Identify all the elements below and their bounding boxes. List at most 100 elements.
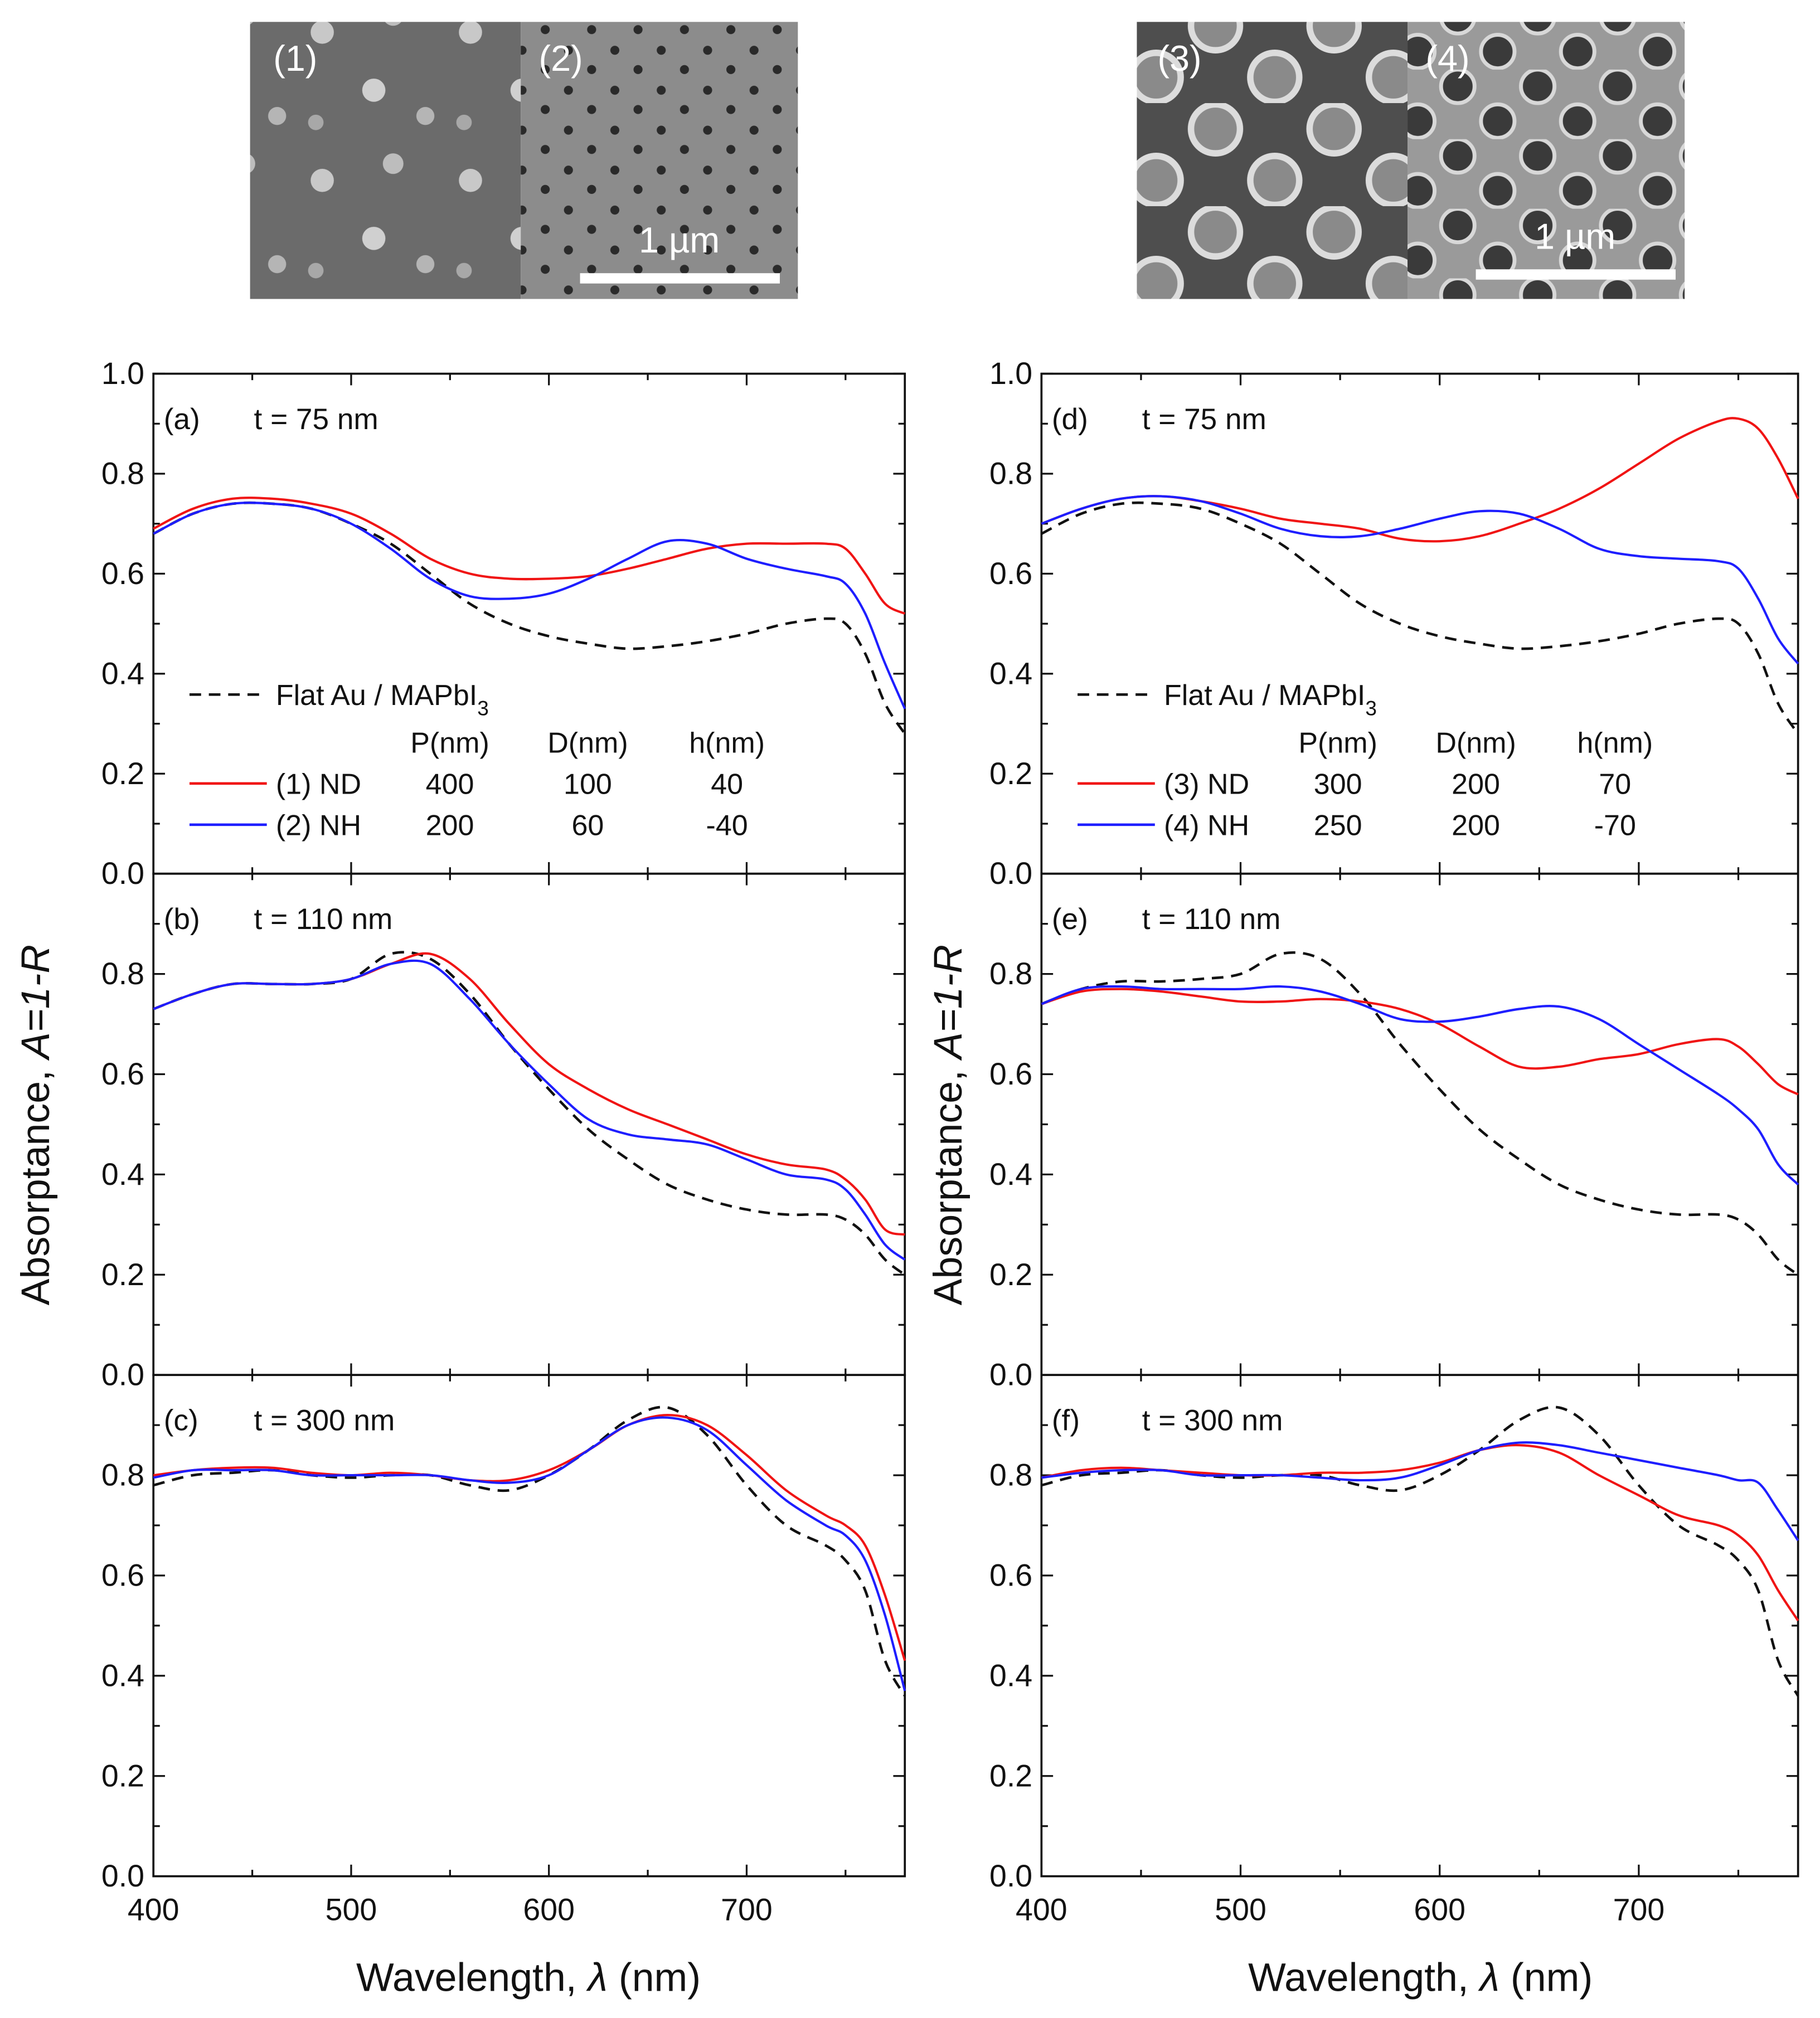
scale-bar — [1476, 269, 1676, 280]
panel-letter: (f) — [1052, 1404, 1080, 1437]
y-tick-label: 0.2 — [989, 756, 1032, 791]
y-label-italic: A=1-R — [13, 945, 58, 1061]
series-line-dashed — [153, 1406, 906, 1697]
legend-header: D(nm) — [1435, 727, 1516, 759]
legend-value-h: -70 — [1594, 809, 1636, 842]
y-tick-label: 0.8 — [989, 956, 1032, 991]
legend-value-P: 300 — [1314, 768, 1362, 800]
x-tick-label: 700 — [721, 1892, 773, 1927]
thickness-label: t = 110 nm — [254, 903, 393, 936]
series-line-blue — [153, 502, 906, 709]
y-tick-label: 0.4 — [101, 1157, 144, 1192]
panel-letter: (b) — [164, 903, 200, 936]
legend-left: Flat Au / MAPbI3 P(nm) D(nm) h(nm) (1) ND 400… — [189, 679, 765, 842]
y-label-text: Absorptance, — [926, 1059, 970, 1305]
scale-bar-label: 1 µm — [1535, 216, 1615, 256]
sem-image-2 — [521, 22, 798, 299]
sem-image-3 — [1137, 22, 1408, 299]
x-label-text: Wavelength, — [356, 1955, 588, 2000]
x-label-italic: λ — [586, 1955, 608, 2000]
sem-label-2: (2) — [539, 38, 583, 79]
y-axis-label-left: Absorptance, A=1-R — [13, 945, 58, 1305]
x-label-unit: (nm) — [608, 1955, 701, 2000]
panel-letter: (c) — [164, 1404, 198, 1437]
legend-label-flat: Flat Au / MAPbI3 — [276, 679, 489, 719]
y-tick-label: 0.4 — [989, 656, 1032, 691]
thickness-label: t = 75 nm — [1142, 403, 1266, 436]
y-tick-label: 0.6 — [101, 1057, 144, 1091]
legend-header: h(nm) — [689, 727, 765, 759]
legend-value-h: 70 — [1599, 768, 1631, 800]
y-tick-label: 0.8 — [989, 1458, 1032, 1492]
y-tick-label: 0.4 — [101, 1658, 144, 1693]
series-line-red — [1041, 988, 1799, 1096]
y-tick-label: 0.8 — [989, 456, 1032, 490]
sem-label-1: (1) — [273, 38, 317, 79]
y-tick-label: 0.2 — [101, 756, 144, 791]
series-line-red — [153, 952, 905, 1236]
y-tick-label: 0.4 — [101, 656, 144, 691]
x-tick-label: 500 — [326, 1892, 377, 1927]
legend-value-P: 400 — [426, 768, 474, 800]
legend-text: Flat Au / MAPbI — [1164, 679, 1365, 712]
legend-row-name: (1) ND — [276, 768, 361, 800]
y-tick-label: 0.4 — [989, 1157, 1032, 1192]
y-tick-label: 0.6 — [101, 1558, 144, 1592]
sem-image-right: (3) (4) 1 µm — [1137, 22, 1685, 299]
panel-letter: (e) — [1052, 903, 1088, 936]
y-tick-label: 0.6 — [989, 556, 1032, 591]
thickness-label: t = 300 nm — [254, 1404, 395, 1437]
y-tick-label: 0.0 — [989, 856, 1032, 891]
y-tick-label: 0.2 — [101, 1758, 144, 1793]
x-tick-label: 700 — [1613, 1892, 1665, 1927]
y-tick-label: 0.8 — [101, 956, 144, 991]
x-label-unit: (nm) — [1499, 1955, 1593, 2000]
y-tick-label: 0.2 — [101, 1257, 144, 1292]
series-line-blue — [1041, 1441, 1799, 1542]
legend-right: Flat Au / MAPbI3 P(nm) D(nm) h(nm) (3) ND 300… — [1078, 679, 1653, 842]
legend-row-name: (2) NH — [276, 809, 361, 842]
legend-value-h: 40 — [711, 768, 743, 800]
y-tick-label: 0.6 — [989, 1057, 1032, 1091]
y-tick-label: 0.8 — [101, 456, 144, 490]
plot-frame — [152, 1374, 906, 1878]
panel-f: 0.0 0.2 0.4 0.6 0.8 400 500 600 700 (f) t = 300 nm — [989, 1374, 1799, 1927]
y-axis-label-right: Absorptance, A=1-R — [926, 945, 970, 1305]
panel-c: 0.0 0.2 0.4 0.6 0.8 400 500 600 700 (c) t = 300 nm — [101, 1374, 906, 1927]
plot-frame — [152, 872, 906, 1377]
y-tick-label: 0.0 — [101, 1358, 144, 1392]
sem-image-4 — [1408, 22, 1685, 299]
series-line-blue — [153, 1416, 906, 1691]
y-tick-label: 0.2 — [989, 1257, 1032, 1292]
sem-image-left: (1) (2) 1 µm — [250, 22, 798, 299]
y-tick-label: 1.0 — [989, 356, 1032, 391]
y-label-italic: A=1-R — [926, 945, 970, 1061]
panel-a: 0.0 0.2 0.4 0.6 0.8 1.0 (a) t = 75 nm — [101, 356, 906, 891]
legend-value-h: -40 — [706, 809, 748, 842]
y-tick-label: 0.2 — [989, 1758, 1032, 1793]
y-tick-label: 0.0 — [101, 1859, 144, 1893]
legend-row-name: (4) NH — [1164, 809, 1249, 842]
series-line-blue — [153, 959, 906, 1261]
series-line-dashed — [1041, 501, 1799, 735]
thickness-label: t = 75 nm — [254, 403, 378, 436]
series-line-blue — [1041, 495, 1799, 665]
x-tick-label: 600 — [523, 1892, 575, 1927]
x-tick-label: 400 — [128, 1892, 179, 1927]
x-tick-label: 400 — [1016, 1892, 1067, 1927]
x-label-italic: λ — [1478, 1955, 1499, 2000]
legend-value-P: 200 — [426, 809, 474, 842]
x-tick-label: 500 — [1215, 1892, 1266, 1927]
y-tick-label: 1.0 — [101, 356, 144, 391]
thickness-label: t = 110 nm — [1142, 903, 1281, 936]
plot-frame — [1040, 1374, 1799, 1878]
series-line-dashed — [153, 951, 906, 1276]
legend-subscript: 3 — [477, 697, 489, 719]
panel-letter: (d) — [1052, 403, 1088, 436]
legend-header: P(nm) — [1298, 727, 1377, 759]
panel-d: 0.0 0.2 0.4 0.6 0.8 1.0 (d) t = 75 nm — [989, 356, 1799, 891]
series-line-red — [153, 1414, 906, 1661]
series-line-blue — [1041, 985, 1799, 1185]
legend-header: h(nm) — [1577, 727, 1653, 759]
y-tick-label: 0.6 — [101, 556, 144, 591]
